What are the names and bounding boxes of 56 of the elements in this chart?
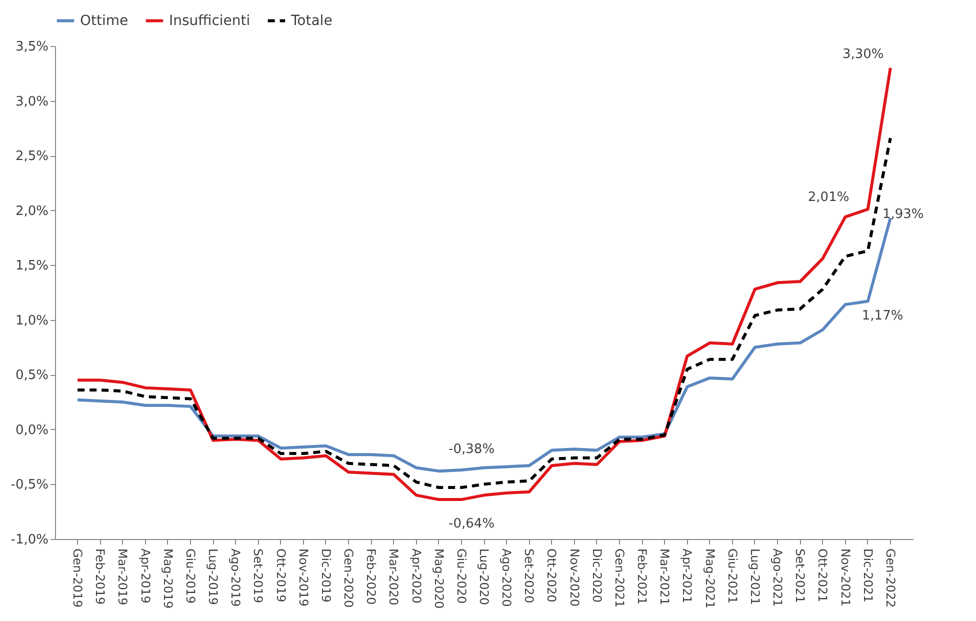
y-tick-label: 0,0% <box>15 422 48 438</box>
x-tick-label: Set-2021 <box>793 548 808 604</box>
y-tick-label: 0,5% <box>15 368 48 384</box>
x-tick-label: Apr-2019 <box>138 548 152 604</box>
data-label: -0,64% <box>448 516 495 532</box>
x-tick-label: Dic-2020 <box>590 548 604 603</box>
x-tick-label: Dic-2021 <box>860 548 875 603</box>
data-label: 2,01% <box>808 190 850 206</box>
y-tick-label: 2,5% <box>15 149 48 164</box>
data-label: 1,17% <box>862 308 904 324</box>
x-tick-label: Feb-2021 <box>635 548 650 605</box>
legend-label: Totale <box>290 12 332 29</box>
x-tick-label: Dic-2019 <box>318 548 333 603</box>
x-tick-label: Lug-2019 <box>206 548 220 606</box>
x-tick-label: Mar-2020 <box>386 548 401 606</box>
legend-label: Ottime <box>80 12 128 29</box>
x-tick-label: Ago-2019 <box>228 548 243 607</box>
y-tick-label: 3,0% <box>15 94 48 110</box>
y-tick-label: -0,5% <box>10 478 48 493</box>
x-tick-label: Lug-2020 <box>477 548 491 606</box>
x-tick-label: Ott-2020 <box>544 548 559 602</box>
legend-label: Insufficienti <box>169 12 250 29</box>
x-tick-label: Lug-2021 <box>748 548 762 606</box>
x-tick-label: Set-2020 <box>522 548 536 604</box>
x-tick-label: Gen-2022 <box>883 548 898 608</box>
y-tick-label: -1,0% <box>10 532 48 548</box>
x-tick-label: Giu-2020 <box>454 548 468 604</box>
x-tick-label: Gen-2021 <box>612 548 626 608</box>
x-tick-label: Nov-2020 <box>567 548 582 606</box>
x-tick-label: Gen-2019 <box>70 548 85 608</box>
x-tick-label: Feb-2020 <box>364 548 378 605</box>
x-tick-label: Nov-2021 <box>838 548 852 606</box>
y-tick-label: 2,0% <box>15 204 48 219</box>
x-tick-label: Ago-2020 <box>500 548 514 607</box>
x-tick-label: Mar-2021 <box>658 548 672 606</box>
x-tick-label: Mag-2021 <box>702 548 717 609</box>
data-label: -0,38% <box>448 442 495 458</box>
x-tick-label: Apr-2021 <box>680 548 694 604</box>
y-tick-label: 1,0% <box>15 313 48 328</box>
data-label: 1,93% <box>882 207 924 222</box>
x-tick-label: Giu-2021 <box>725 548 740 604</box>
x-tick-label: Mag-2019 <box>160 548 175 609</box>
x-tick-label: Apr-2020 <box>409 548 424 604</box>
x-tick-label: Nov-2019 <box>296 548 310 606</box>
x-tick-label: Mag-2020 <box>432 548 446 609</box>
x-tick-label: Giu-2019 <box>183 548 198 604</box>
y-tick-label: 1,5% <box>15 258 48 274</box>
x-tick-label: Gen-2020 <box>342 548 356 608</box>
x-tick-label: Feb-2019 <box>93 548 108 605</box>
x-tick-label: Mar-2019 <box>116 548 130 606</box>
data-label: 3,30% <box>842 46 884 62</box>
x-tick-label: Ago-2021 <box>770 548 785 607</box>
x-tick-label: Ott-2019 <box>274 548 288 602</box>
x-tick-label: Set-2019 <box>251 548 266 604</box>
x-tick-label: Ott-2021 <box>816 548 830 602</box>
y-tick-label: 3,5% <box>15 40 48 54</box>
